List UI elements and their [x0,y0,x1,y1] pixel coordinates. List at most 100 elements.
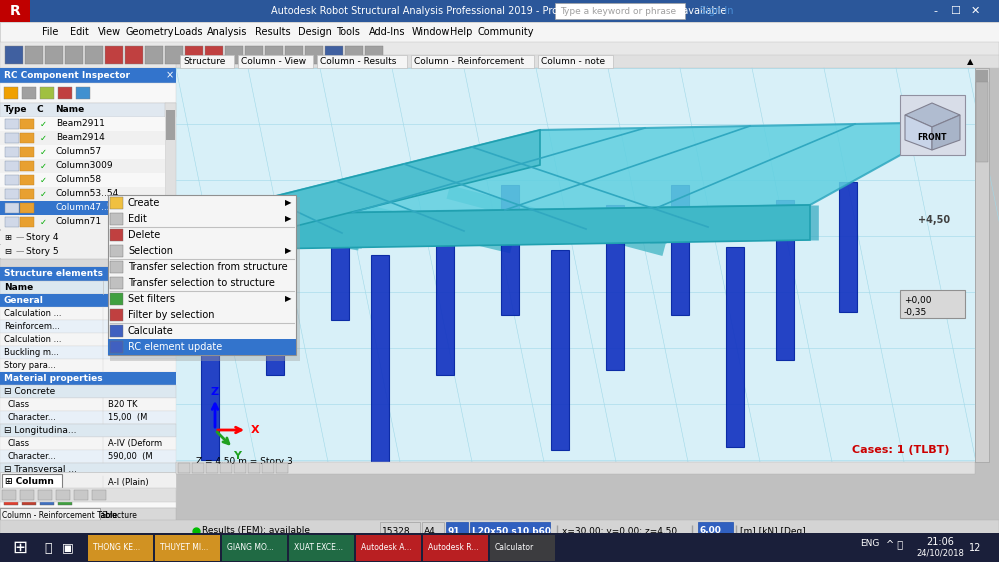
Bar [155,535,220,561]
Text: Autodesk R...: Autodesk R... [428,543,479,552]
Text: Column - Reinforcement: Column - Reinforcement [415,57,524,66]
Text: Value: Value [108,283,137,292]
Bar [900,95,965,155]
Bar [0,215,165,229]
Bar [262,463,274,473]
Text: Column53..54: Column53..54 [56,189,119,198]
Bar [74,490,88,500]
Text: Geometry: Geometry [126,27,175,37]
Bar [201,250,219,460]
Bar [45,46,63,64]
Text: Z = 4,50 m = Story 3: Z = 4,50 m = Story 3 [196,457,293,466]
Text: Transfer selection to structure: Transfer selection to structure [128,278,275,288]
Text: ✓: ✓ [40,189,47,198]
Bar [551,250,569,450]
Bar [88,535,153,561]
Bar [110,245,123,257]
Bar [305,46,323,64]
Text: ✓: ✓ [40,161,47,170]
Bar [0,424,176,437]
Text: ENG: ENG [860,540,880,549]
Bar [0,267,176,281]
Bar [22,493,36,505]
Text: Material properties: Material properties [4,374,103,383]
Bar [5,175,19,185]
Bar [422,522,444,540]
Bar [555,522,560,540]
Bar [110,293,123,305]
Bar [0,472,176,490]
Text: Story 5: Story 5 [26,247,59,256]
Bar [165,103,176,313]
Bar [976,70,988,82]
Bar [65,46,83,64]
Bar [0,117,165,131]
Text: Loads: Loads [174,27,203,37]
Polygon shape [905,115,932,150]
Bar [698,522,733,540]
Text: GIANG MO...: GIANG MO... [227,543,274,552]
Bar [0,231,165,244]
Bar [110,213,123,225]
Bar [0,333,176,346]
Text: Autodesk Robot Structural Analysis Professional 2019 - Project: kc1 - Results (F: Autodesk Robot Structural Analysis Profe… [272,6,726,16]
Bar [110,229,123,241]
Text: Buckling m...: Buckling m... [4,348,59,357]
Bar [20,175,34,185]
Text: ✓: ✓ [40,147,47,156]
Bar [470,522,550,540]
Text: View: View [98,27,121,37]
Bar [0,187,165,201]
Bar [5,203,19,213]
Text: 🔍: 🔍 [44,542,52,555]
Text: Story para...: Story para... [4,361,56,370]
Bar [5,161,19,171]
Bar [110,197,300,361]
Polygon shape [932,115,960,150]
Text: Story 4: Story 4 [26,233,59,242]
Text: THONG KE...: THONG KE... [93,543,140,552]
Bar [92,490,106,500]
Bar [2,490,16,500]
Text: File: File [42,27,58,37]
Bar [0,476,176,489]
Text: Calculate: Calculate [128,326,174,336]
Text: Type a keyword or phrase: Type a keyword or phrase [560,7,676,16]
Bar [0,0,30,22]
Bar [20,203,34,213]
Text: Delete: Delete [128,230,160,240]
Bar [0,534,40,562]
Text: 21:06: 21:06 [926,537,954,547]
Bar [20,189,34,199]
Bar [0,508,176,522]
Text: ⊟ Transversal ...: ⊟ Transversal ... [4,465,77,474]
Text: Class: Class [8,400,30,409]
Polygon shape [200,122,960,215]
Bar [276,463,288,473]
Bar [110,341,123,353]
Bar [110,261,123,273]
Bar [234,463,246,473]
Text: ✕: ✕ [970,6,980,16]
Bar [0,533,999,562]
Bar [0,385,176,398]
Bar [76,87,90,99]
Text: Column - note: Column - note [541,57,605,66]
Text: General: General [4,296,44,305]
Text: A4: A4 [424,527,436,536]
Text: Beam2914: Beam2914 [56,134,105,143]
Bar [225,46,243,64]
Text: ▶: ▶ [285,198,292,207]
Bar [0,490,176,508]
Text: Class: Class [8,439,30,448]
Text: 15328: 15328 [382,527,411,536]
Text: —: — [16,247,24,256]
Text: Y: Y [233,451,241,461]
Text: ☐: ☐ [950,6,960,16]
Text: THUYET MI...: THUYET MI... [160,543,208,552]
Bar [446,522,468,540]
Bar [0,42,999,68]
Bar [5,119,19,129]
Text: Column71: Column71 [56,217,102,226]
Bar [0,159,165,173]
